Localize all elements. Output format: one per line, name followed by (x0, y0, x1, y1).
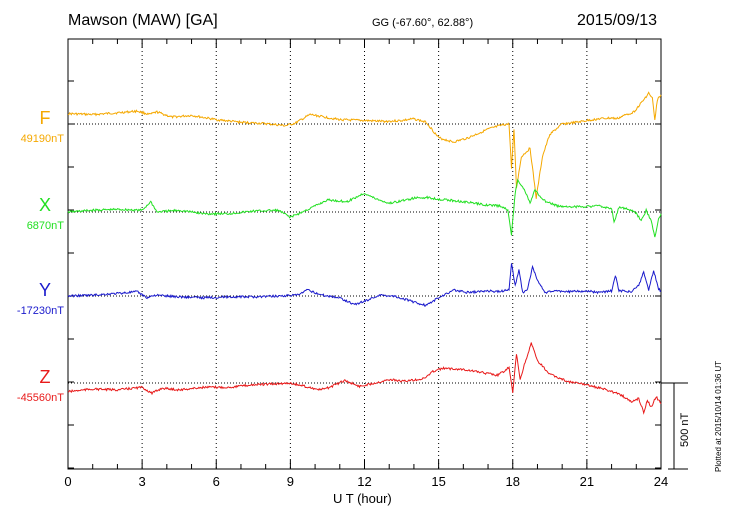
x-tick-label: 0 (64, 474, 71, 489)
x-tick-label: 24 (654, 474, 668, 489)
x-tick-label: 12 (357, 474, 371, 489)
trace-z (67, 342, 662, 415)
trace-f (67, 91, 662, 199)
x-tick-label: 18 (506, 474, 520, 489)
station-title: Mawson (MAW) [GA] (68, 12, 218, 29)
x-axis-label: U T (hour) (333, 491, 392, 506)
trace-x (67, 178, 662, 238)
station-coordinates: GG (-67.60°, 62.88°) (372, 17, 474, 29)
chart-date: 2015/09/13 (577, 12, 658, 29)
trace-y (67, 263, 662, 307)
baseline-label-x: 6870nT (27, 220, 65, 232)
x-tick-label: 21 (580, 474, 594, 489)
baseline-label-y: -17230nT (17, 305, 64, 317)
x-tick-label: 15 (431, 474, 445, 489)
series-label-z: Z (40, 367, 51, 387)
x-tick-label: 9 (287, 474, 294, 489)
x-tick-label: 6 (213, 474, 220, 489)
series-label-f: F (40, 108, 51, 128)
baseline-label-f: 49190nT (21, 133, 65, 145)
x-tick-label: 3 (139, 474, 146, 489)
series-label-x: X (39, 195, 51, 215)
series-label-y: Y (39, 280, 51, 300)
baseline-label-z: -45560nT (17, 392, 64, 404)
